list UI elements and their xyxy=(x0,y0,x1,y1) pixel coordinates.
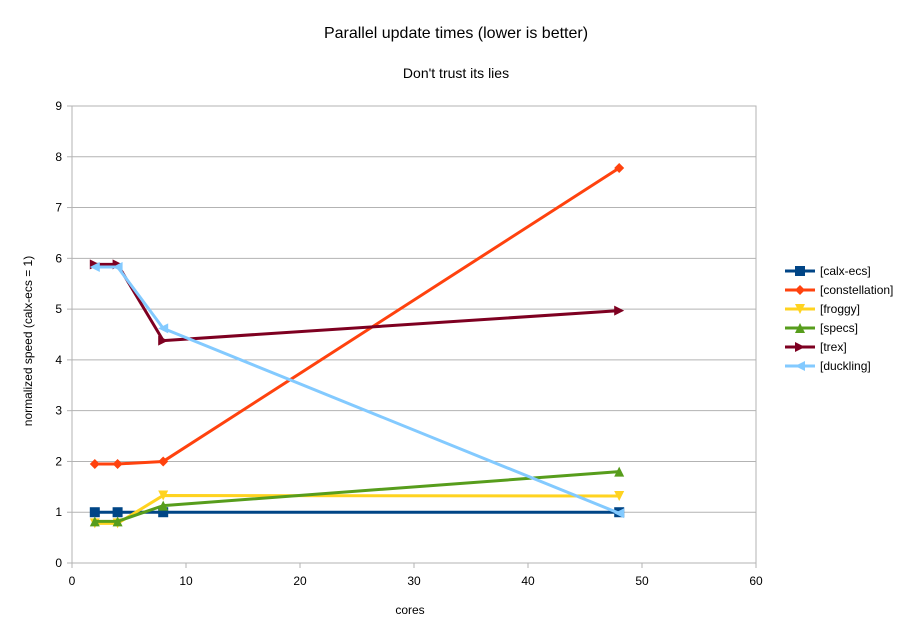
legend-marker xyxy=(795,323,805,333)
data-point-calx-ecs xyxy=(112,507,123,518)
series-froggy xyxy=(89,490,625,529)
plot-series xyxy=(89,162,625,529)
data-point-froggy xyxy=(614,490,625,501)
series-calx-ecs xyxy=(89,507,625,518)
series-line-constellation xyxy=(94,166,621,466)
series-line-specs xyxy=(94,470,620,523)
legend-marker xyxy=(795,266,805,276)
data-point-specs xyxy=(112,516,123,527)
y-axis-label: normalized speed (calx-ecs = 1) xyxy=(21,256,35,426)
data-point-duckling xyxy=(614,508,625,519)
x-tick-label: 10 xyxy=(179,574,193,588)
plot-frame xyxy=(71,105,757,564)
data-point-specs xyxy=(158,500,169,511)
legend-entry-constellation: [constellation] xyxy=(785,283,893,297)
data-point-calx-ecs xyxy=(158,507,169,518)
y-tick-label: 4 xyxy=(55,353,62,367)
legend-label: [specs] xyxy=(820,321,858,335)
series-line-froggy xyxy=(94,493,620,525)
legend-marker xyxy=(795,304,805,314)
x-tick-label: 40 xyxy=(521,574,535,588)
y-tick-label: 6 xyxy=(55,251,62,265)
data-point-trex xyxy=(614,305,625,316)
legend-entry-trex: [trex] xyxy=(785,340,847,354)
series-duckling xyxy=(89,261,625,519)
y-tick-label: 3 xyxy=(55,404,62,418)
series-constellation xyxy=(89,162,625,469)
y-tick-label: 8 xyxy=(55,150,62,164)
legend-label: [constellation] xyxy=(820,283,893,297)
legend-marker xyxy=(795,285,805,295)
gridlines xyxy=(67,105,757,568)
data-point-constellation xyxy=(158,456,169,467)
legend-entry-duckling: [duckling] xyxy=(785,359,871,373)
legend-marker xyxy=(795,361,805,371)
y-tick-label: 1 xyxy=(55,505,62,519)
y-tick-label: 5 xyxy=(55,302,62,316)
legend-label: [froggy] xyxy=(820,302,860,316)
series-line-trex xyxy=(94,262,620,343)
x-tick-label: 30 xyxy=(407,574,421,588)
x-axis-label: cores xyxy=(395,603,424,617)
data-point-constellation xyxy=(89,458,100,469)
data-point-trex xyxy=(158,335,169,346)
y-tick-label: 7 xyxy=(55,201,62,215)
chart-title: Parallel update times (lower is better) xyxy=(324,25,588,42)
x-tick-label: 0 xyxy=(69,574,76,588)
series-line-duckling xyxy=(94,265,620,515)
x-tick-label: 50 xyxy=(635,574,649,588)
data-point-froggy xyxy=(158,490,169,501)
legend-label: [duckling] xyxy=(820,359,871,373)
data-point-specs xyxy=(89,516,100,527)
series-specs xyxy=(89,466,625,527)
y-tick-label: 2 xyxy=(55,454,62,468)
data-point-duckling xyxy=(158,323,169,334)
legend-entry-specs: [specs] xyxy=(785,321,858,335)
data-point-specs xyxy=(614,466,625,477)
data-point-calx-ecs xyxy=(89,507,100,518)
legend: [calx-ecs] [constellation] [froggy] [specs]… xyxy=(785,264,893,373)
y-tick-label: 0 xyxy=(55,556,62,570)
x-tick-label: 60 xyxy=(749,574,763,588)
x-tick-label: 20 xyxy=(293,574,307,588)
data-point-constellation xyxy=(112,458,123,469)
legend-marker xyxy=(795,342,805,352)
data-point-duckling xyxy=(112,261,123,272)
data-point-duckling xyxy=(89,261,100,272)
chart-subtitle: Don't trust its lies xyxy=(403,65,509,81)
legend-label: [calx-ecs] xyxy=(820,264,871,278)
legend-entry-calx-ecs: [calx-ecs] xyxy=(785,264,871,278)
legend-label: [trex] xyxy=(820,340,847,354)
tick-labels: 0 1 2 3 4 5 6 7 8 9 0 10 20 30 40 50 60 xyxy=(55,99,763,588)
legend-entry-froggy: [froggy] xyxy=(785,302,860,316)
data-point-constellation xyxy=(614,162,625,173)
y-tick-label: 9 xyxy=(55,99,62,113)
